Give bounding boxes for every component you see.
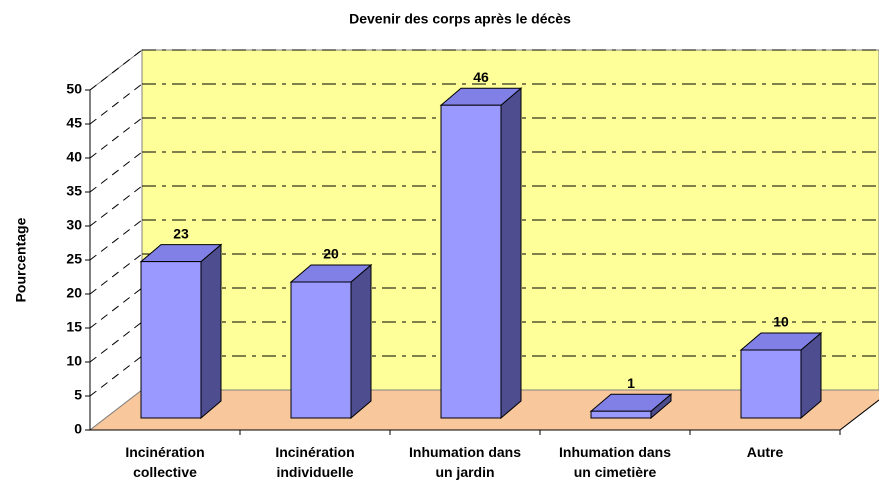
- grid-line: [89, 117, 143, 159]
- y-tick-label: 15: [66, 319, 82, 335]
- grid-line: [89, 287, 143, 329]
- y-tick-label: 5: [74, 387, 82, 403]
- grid-line: [89, 185, 143, 227]
- y-tick-label: 40: [66, 149, 82, 165]
- y-tick-label: 20: [66, 285, 82, 301]
- x-tick-label: Autre: [746, 444, 784, 460]
- value-label: 23: [173, 225, 189, 241]
- grid-line: [89, 49, 143, 91]
- y-tick-label: 30: [66, 217, 82, 233]
- grid-line: [89, 219, 143, 261]
- value-label: 20: [323, 246, 339, 262]
- grid-line: [89, 321, 143, 363]
- x-tick-label: Inhumation dans un cimetière: [559, 444, 671, 480]
- y-tick-label: 25: [66, 251, 82, 267]
- grid-line: [89, 83, 143, 125]
- grid-line: [89, 253, 143, 295]
- bar: [740, 349, 802, 419]
- value-label: 46: [473, 69, 489, 85]
- bar-side: [350, 263, 372, 420]
- y-tick-label: 35: [66, 183, 82, 199]
- bar: [440, 104, 502, 419]
- y-tick-label: 10: [66, 353, 82, 369]
- y-tick-label: 50: [66, 81, 82, 97]
- x-tick-label: Inhumation dans un jardin: [409, 444, 521, 480]
- bar: [290, 281, 352, 419]
- grid-line: [89, 355, 143, 397]
- y-axis-label: Pourcentage: [13, 217, 29, 302]
- bar-side: [500, 87, 522, 420]
- bar-side: [200, 243, 222, 420]
- grid-line: [89, 151, 143, 193]
- y-tick-label: 0: [74, 421, 82, 437]
- x-tick-label: Incinération individuelle: [275, 444, 355, 480]
- x-tick-label: Incinération collective: [125, 444, 205, 480]
- value-label: 10: [773, 314, 789, 330]
- bar: [140, 261, 202, 419]
- bar: [590, 410, 652, 419]
- chart-title: Devenir des corps après le décès: [349, 11, 571, 27]
- floor-edge: [839, 399, 879, 431]
- value-label: 1: [627, 375, 635, 391]
- y-tick-label: 45: [66, 115, 82, 131]
